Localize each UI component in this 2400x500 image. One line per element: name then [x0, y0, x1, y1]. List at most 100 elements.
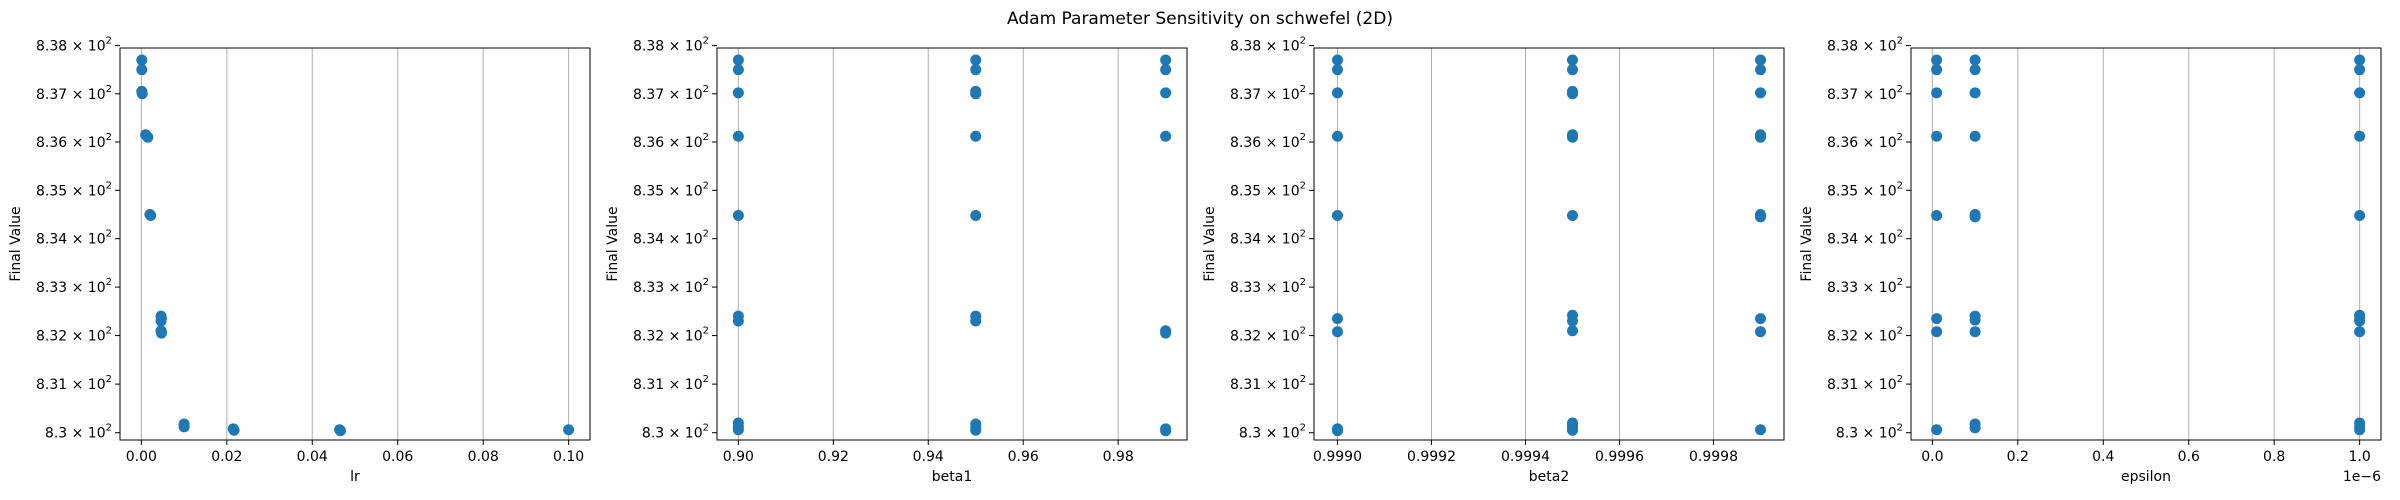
data-point: [2354, 64, 2366, 76]
data-point: [732, 209, 744, 221]
data-point: [1567, 131, 1578, 143]
data-point: [1755, 54, 1766, 66]
x-tick-label: 0.2: [2007, 449, 2029, 465]
data-point: [1755, 131, 1766, 143]
data-point: [1931, 313, 1943, 325]
x-tick-label: 0.96: [1008, 449, 1039, 465]
x-tick-label: 0.08: [468, 449, 499, 465]
data-point: [1969, 130, 1981, 142]
y-tick-label: 8.3 × 102: [1836, 423, 1903, 442]
data-point: [732, 87, 744, 99]
data-point: [334, 425, 346, 437]
y-tick-label: 8.32 × 102: [1827, 326, 1903, 345]
data-point: [1755, 211, 1766, 223]
data-point: [155, 315, 167, 327]
data-point: [145, 209, 157, 221]
data-point: [1332, 313, 1343, 325]
data-point: [970, 424, 982, 436]
data-point: [563, 424, 575, 436]
data-point: [1332, 87, 1343, 99]
data-point: [1332, 326, 1343, 338]
y-tick-label: 8.3 × 102: [1239, 423, 1306, 442]
x-tick-label: 0.9992: [1407, 449, 1456, 465]
data-point: [155, 326, 167, 338]
data-point: [970, 88, 982, 100]
y-tick-label: 8.31 × 102: [1827, 374, 1903, 393]
data-point: [2354, 315, 2366, 327]
x-tick-label: 0.9998: [1689, 449, 1738, 465]
y-tick-label: 8.38 × 102: [633, 36, 709, 55]
data-point: [2354, 54, 2366, 66]
x-tick-label: 0.9990: [1313, 449, 1362, 465]
data-point: [1931, 424, 1943, 436]
data-point: [1567, 325, 1578, 337]
data-point: [1160, 327, 1172, 339]
subplot-beta2: 0.9990 0.9992 0.9994 0.9996 0.9998 8.3 × 102 8…: [1202, 36, 1785, 485]
x-tick-label: 0.0: [1921, 449, 1943, 465]
data-point: [136, 54, 148, 66]
data-point: [1160, 87, 1172, 99]
data-point: [1567, 54, 1578, 66]
data-point: [1931, 64, 1943, 76]
x-tick-label: 0.6: [2178, 449, 2200, 465]
y-tick-label: 8.36 × 102: [633, 132, 709, 151]
data-point: [2354, 424, 2366, 436]
y-tick-label: 8.37 × 102: [36, 84, 112, 103]
data-point: [1332, 209, 1343, 221]
data-point: [1969, 211, 1981, 223]
y-tick-label: 8.33 × 102: [1230, 277, 1306, 296]
data-point: [1160, 425, 1172, 437]
data-point: [1755, 313, 1766, 325]
data-point: [1969, 87, 1981, 99]
y-tick-label: 8.38 × 102: [1827, 36, 1903, 55]
data-point: [1332, 64, 1343, 76]
y-tick-label: 8.32 × 102: [1230, 326, 1306, 345]
y-tick-label: 8.32 × 102: [633, 326, 709, 345]
y-tick-label: 8.35 × 102: [36, 180, 112, 199]
subplot-beta1: 0.90 0.92 0.94 0.96 0.98 8.3 × 102 8.31 × 102 8…: [605, 36, 1188, 485]
data-point: [970, 64, 982, 76]
data-point: [1931, 130, 1943, 142]
data-point: [970, 54, 982, 66]
y-tick-label: 8.33 × 102: [1827, 277, 1903, 296]
data-point: [136, 64, 148, 76]
data-point: [1567, 64, 1578, 76]
data-point: [1160, 130, 1172, 142]
x-tick-label: 0.10: [553, 449, 584, 465]
x-axis-label: beta2: [1529, 469, 1569, 485]
data-point: [1567, 209, 1578, 221]
data-point: [142, 131, 154, 143]
subplot-epsilon: 0.0 0.2 0.4 0.6 0.8 1.0 8.3 × 102 8.31 × 102 8.3…: [1799, 36, 2382, 485]
y-tick-label: 8.34 × 102: [1827, 229, 1903, 248]
data-point: [136, 88, 148, 100]
x-axis-label: lr: [350, 469, 360, 485]
y-tick-label: 8.34 × 102: [1230, 229, 1306, 248]
y-tick-label: 8.38 × 102: [36, 36, 112, 55]
y-tick-label: 8.36 × 102: [1230, 132, 1306, 151]
data-point: [1160, 64, 1172, 76]
data-point: [1567, 88, 1578, 100]
y-tick-label: 8.3 × 102: [45, 423, 112, 442]
x-tick-label: 0.06: [382, 449, 413, 465]
data-point: [1332, 425, 1343, 437]
plot-frame: [119, 47, 591, 441]
data-point: [1969, 54, 1981, 66]
data-point: [1969, 326, 1981, 338]
y-tick-label: 8.38 × 102: [1230, 36, 1306, 55]
x-tick-label: 0.98: [1103, 449, 1134, 465]
plot-frame: [1910, 47, 2382, 441]
x-tick-label: 0.8: [2263, 449, 2285, 465]
data-point: [732, 130, 744, 142]
data-point: [732, 424, 744, 436]
x-tick-label: 0.9996: [1595, 449, 1644, 465]
x-tick-label: 0.92: [818, 449, 849, 465]
y-axis-label: Final Value: [1799, 206, 1815, 281]
y-tick-label: 8.31 × 102: [1230, 374, 1306, 393]
data-point: [970, 209, 982, 221]
x-axis-label: beta1: [932, 469, 972, 485]
data-point: [2354, 209, 2366, 221]
data-point: [970, 315, 982, 327]
y-axis-label: Final Value: [1202, 206, 1218, 281]
x-tick-label: 0.02: [211, 449, 242, 465]
y-tick-label: 8.31 × 102: [633, 374, 709, 393]
